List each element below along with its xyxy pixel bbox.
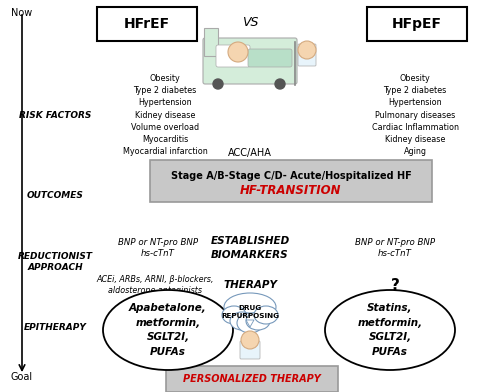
Ellipse shape [325,290,455,370]
Polygon shape [246,320,254,327]
Text: Statins,
metformin,
SGLT2I,
PUFAs: Statins, metformin, SGLT2I, PUFAs [358,303,422,357]
Ellipse shape [246,312,270,330]
Text: ESTABLISHED
BIOMARKERS: ESTABLISHED BIOMARKERS [210,236,290,260]
FancyBboxPatch shape [240,341,260,359]
Text: ACC/AHA: ACC/AHA [228,148,272,158]
Ellipse shape [103,290,233,370]
Text: Apabetalone,
metformin,
SGLT2I,
PUFAs: Apabetalone, metformin, SGLT2I, PUFAs [129,303,207,357]
FancyBboxPatch shape [248,49,292,67]
Text: BNP or NT-pro BNP
hs-cTnT: BNP or NT-pro BNP hs-cTnT [355,238,435,258]
Circle shape [228,42,248,62]
Text: ?: ? [390,278,400,292]
Circle shape [275,79,285,89]
FancyBboxPatch shape [216,45,250,67]
Ellipse shape [224,293,276,321]
FancyBboxPatch shape [298,44,316,66]
FancyBboxPatch shape [166,366,338,392]
Text: OUTCOMES: OUTCOMES [26,191,84,200]
Text: BNP or NT-pro BNP
hs-cTnT: BNP or NT-pro BNP hs-cTnT [118,238,198,258]
FancyBboxPatch shape [150,160,432,202]
Text: Now: Now [12,8,32,18]
Ellipse shape [254,306,278,324]
Text: PERSONALIZED THERAPY: PERSONALIZED THERAPY [183,374,321,384]
FancyBboxPatch shape [97,7,197,41]
Text: ACEi, ARBs, ARNI, β-blockers,
aldosterone antaginists: ACEi, ARBs, ARNI, β-blockers, aldosteron… [96,275,214,296]
Text: THERAPY: THERAPY [223,280,277,290]
Text: Goal: Goal [11,372,33,382]
Circle shape [241,331,259,349]
Text: DRUG
REPURPOSING: DRUG REPURPOSING [221,305,279,319]
Text: Obesity
Type 2 diabetes
Hypertension
Pulmonary diseases
Cardiac Inflammation
Kid: Obesity Type 2 diabetes Hypertension Pul… [372,74,458,156]
Ellipse shape [230,312,254,330]
Circle shape [298,41,316,59]
Ellipse shape [222,306,246,324]
Text: HF-TRANSITION: HF-TRANSITION [240,183,342,196]
Text: HFpEF: HFpEF [392,17,442,31]
Text: EPITHERAPY: EPITHERAPY [24,323,86,332]
Text: HFrEF: HFrEF [124,17,170,31]
FancyBboxPatch shape [203,38,297,84]
Ellipse shape [237,313,263,333]
Text: VS: VS [242,16,258,29]
Text: REDUCTIONIST
APPROACH: REDUCTIONIST APPROACH [18,252,92,272]
Circle shape [213,79,223,89]
Text: RISK FACTORS: RISK FACTORS [19,111,91,120]
FancyBboxPatch shape [367,7,467,41]
Text: Stage A/B-Stage C/D- Acute/Hospitalized HF: Stage A/B-Stage C/D- Acute/Hospitalized … [170,171,412,181]
FancyBboxPatch shape [204,28,218,56]
Text: Obesity
Type 2 diabetes
Hypertension
Kidney disease
Volume overload
Myocarditis
: Obesity Type 2 diabetes Hypertension Kid… [122,74,208,156]
